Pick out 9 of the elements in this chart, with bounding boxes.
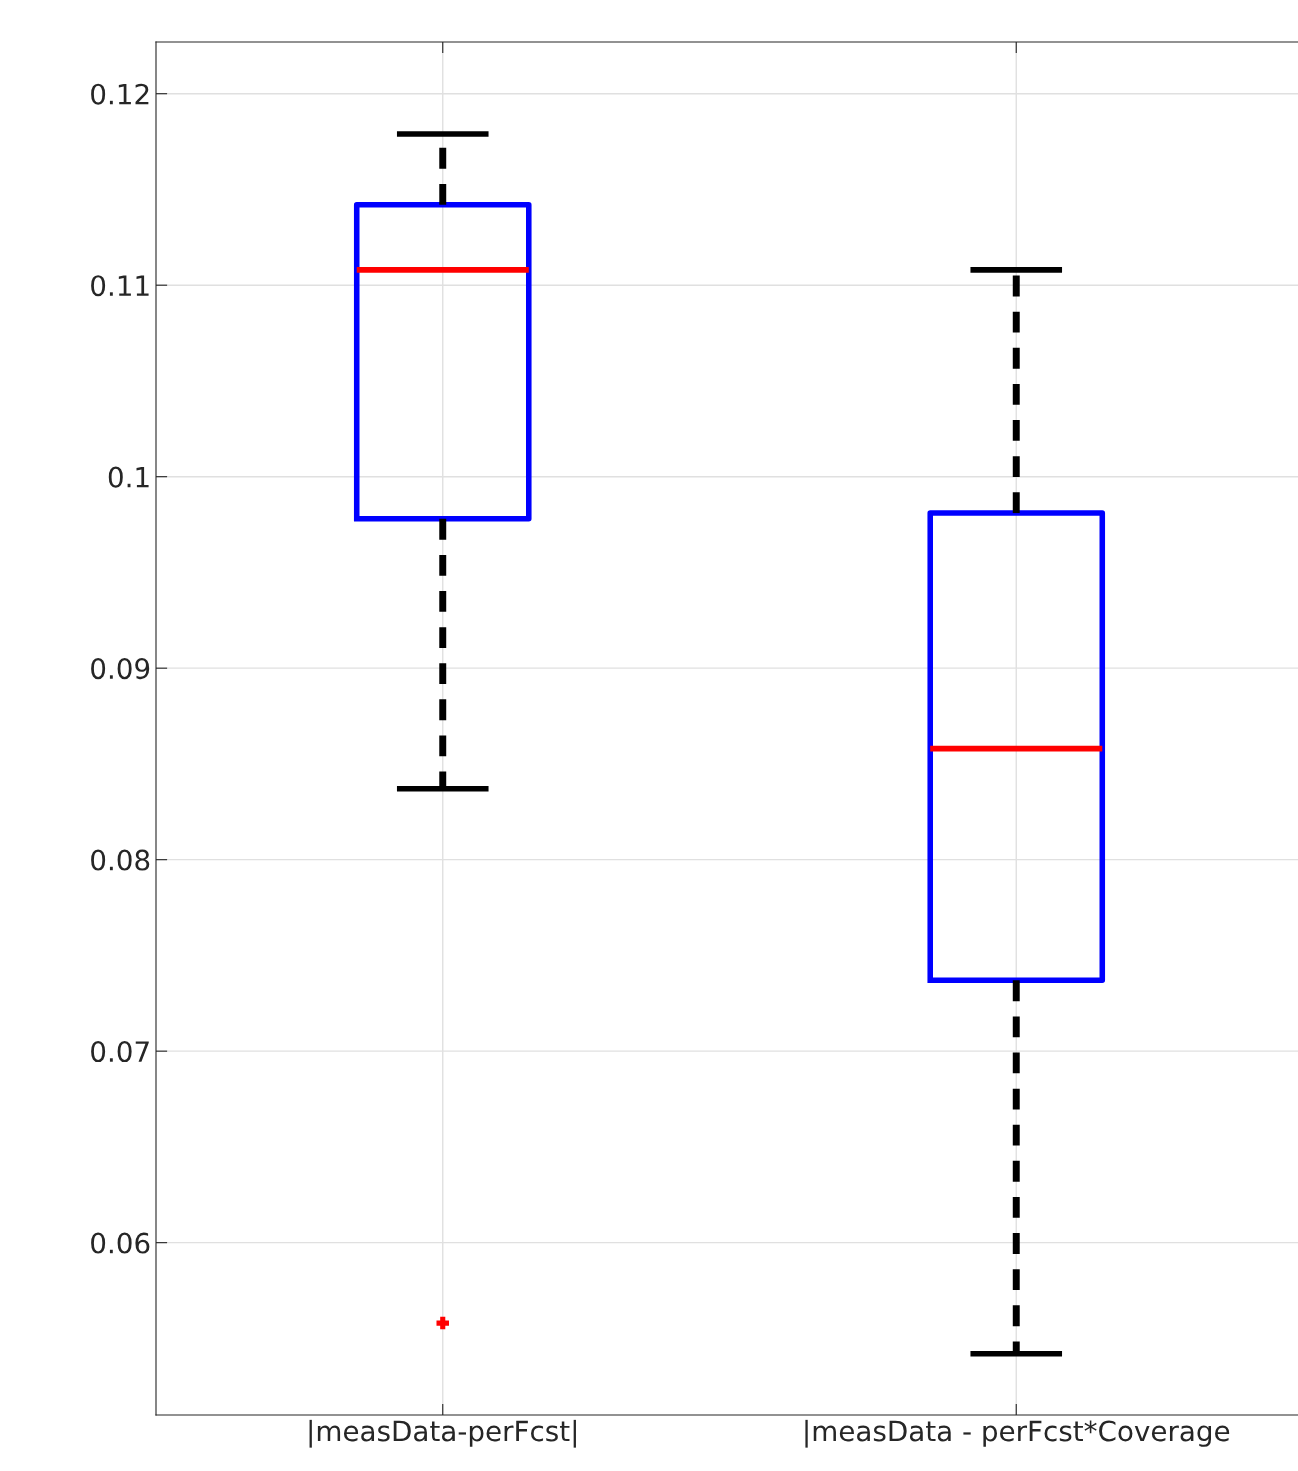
y-tick-label: 0.08 — [91, 849, 150, 871]
y-tick-label: 0.12 — [91, 83, 149, 105]
x-tick-label: |measData-perFcst| — [309, 1419, 576, 1448]
y-tick-label: 0.1 — [108, 466, 149, 488]
y-tick-label: 0.09 — [91, 658, 150, 680]
y-tick-label: 0.06 — [91, 1232, 150, 1254]
y-tick-label: 0.07 — [91, 1041, 149, 1063]
x-tick-label: |measData - perFcst*Coverage — [805, 1419, 1230, 1448]
y-tick-label: 0.11 — [91, 275, 149, 297]
